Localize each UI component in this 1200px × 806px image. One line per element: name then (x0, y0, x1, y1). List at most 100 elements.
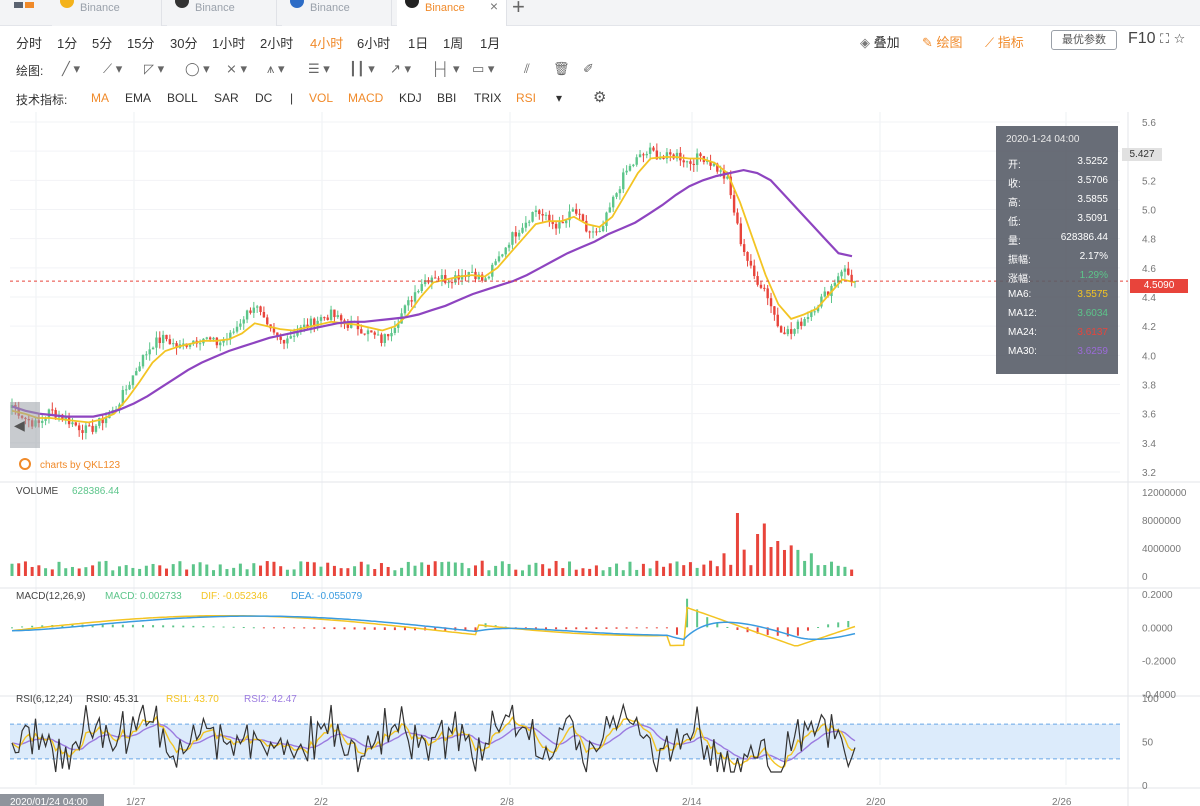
indicator-boll[interactable]: BOLL (167, 91, 198, 105)
channel-tool-icon[interactable]: ◸ ▾ (144, 61, 165, 76)
indicator-button[interactable]: ⟋ 指标 (985, 32, 1024, 51)
line-tool-icon[interactable]: ╱ ▾ (62, 61, 80, 76)
volume-bar (709, 560, 713, 576)
candle-body (249, 310, 252, 313)
period-button[interactable]: 15分 (127, 36, 155, 51)
volume-bar (850, 569, 854, 576)
close-tab-icon[interactable]: × (489, 0, 498, 14)
volume-tick-label: 0 (1142, 572, 1148, 583)
volume-bar (151, 563, 155, 576)
macd-histogram-bar (31, 625, 34, 628)
macd-histogram-bar (414, 627, 417, 631)
more-indicators-icon[interactable]: ▾ (556, 91, 563, 105)
sub-indicator-kdj[interactable]: KDJ (399, 91, 422, 105)
volume-bar (749, 565, 753, 576)
period-button[interactable]: 1周 (443, 36, 464, 51)
exchange-tab-3[interactable]: Binance × (397, 0, 507, 26)
ma30-line (11, 168, 853, 418)
volume-bar (339, 568, 343, 576)
volume-bar (702, 564, 706, 576)
candle-body (239, 323, 242, 327)
rsi-tick-label: 0 (1142, 781, 1148, 792)
apps-icon[interactable] (14, 0, 36, 14)
candle-body (598, 230, 601, 232)
cross-tool-icon[interactable]: ⨯ ▾ (226, 61, 248, 76)
exchange-tab-1[interactable]: Binance (167, 0, 277, 26)
volume-bar (762, 523, 766, 576)
indicator-ma[interactable]: MA (91, 91, 109, 105)
candle-body (219, 342, 222, 346)
exchange-tab-2[interactable]: Binance (282, 0, 392, 26)
gann-tool-icon[interactable]: ┃┃ ▾ (349, 61, 375, 76)
volume-bar (494, 565, 498, 576)
volume-bar (17, 563, 21, 576)
exchange-tab-0[interactable]: Binance (52, 0, 162, 26)
sub-indicator-macd[interactable]: MACD (348, 91, 384, 105)
period-button[interactable]: 1日 (408, 36, 429, 51)
optimal-params-button[interactable]: 最优参数 (1051, 30, 1117, 50)
volume-bar (440, 562, 444, 576)
indicators-label: 技术指标: (16, 93, 68, 107)
macd-histogram-bar (716, 622, 719, 628)
candle-body (675, 152, 679, 159)
pattern-tool-icon[interactable]: ⩚ ▾ (267, 61, 285, 76)
volume-bar (480, 560, 484, 576)
sub-indicator-rsi[interactable]: RSI (516, 91, 537, 105)
volume-bar (91, 565, 95, 576)
candle-body (138, 366, 141, 372)
period-button[interactable]: 2小时 (260, 36, 294, 51)
volume-bar (554, 560, 558, 576)
tooltip-key: 低: (1008, 217, 1021, 228)
add-tab-icon[interactable]: + (512, 0, 525, 19)
bars-tool-icon[interactable]: ⫽ (524, 61, 530, 76)
indicator-label: 指标 (997, 35, 1024, 50)
period-button[interactable]: 1小时 (212, 36, 246, 51)
text-tool-icon[interactable]: ▭ ▾ (472, 61, 495, 76)
candle-body (54, 410, 57, 418)
indicator-dc[interactable]: DC (255, 91, 273, 105)
candle-body (521, 227, 524, 233)
indicator-ema[interactable]: EMA (125, 91, 152, 105)
period-button[interactable]: 6小时 (357, 36, 391, 51)
sub-indicator-trix[interactable]: TRIX (474, 91, 502, 105)
indicator-sar[interactable]: SAR (214, 91, 239, 105)
candle-body (739, 223, 743, 245)
coin-icon (175, 0, 189, 8)
f10-button[interactable]: F10 ⛶ ☆ (1128, 30, 1185, 48)
measure-tool-icon[interactable]: ├┤ ▾ (431, 61, 460, 76)
macd-histogram-bar (464, 627, 467, 631)
volume-bar (10, 563, 14, 576)
overlay-button[interactable]: ◈ 叠加 (860, 32, 900, 51)
period-button[interactable]: 1月 (480, 36, 501, 51)
ellipse-tool-icon[interactable]: ◯ ▾ (185, 61, 210, 76)
price-chart[interactable]: 5.65.45.25.04.84.64.44.24.03.83.63.43.2◀… (0, 112, 1200, 806)
macd-histogram-bar (101, 624, 104, 628)
macd-histogram-bar (383, 627, 386, 630)
volume-bar (299, 561, 303, 576)
sub-indicator-vol[interactable]: VOL (309, 91, 334, 105)
gear-icon[interactable]: ⚙ (593, 89, 607, 106)
candle-body (820, 296, 823, 307)
macd-histogram-bar (212, 626, 215, 628)
eraser-icon[interactable]: ✐ (583, 61, 594, 76)
candle-body (554, 223, 558, 229)
candle-body (840, 271, 843, 277)
fullscreen-icon[interactable]: ⛶ (1160, 31, 1170, 46)
candle-body (252, 307, 256, 313)
draw-button[interactable]: ✎ 绘图 (922, 32, 963, 51)
period-button[interactable]: 4小时 (310, 36, 344, 51)
volume-bar (688, 562, 692, 576)
star-icon[interactable]: ☆ (1173, 31, 1186, 46)
ray-tool-icon[interactable]: ⟋ ▾ (103, 61, 123, 76)
volume-bar (621, 570, 625, 576)
period-button[interactable]: 30分 (170, 36, 198, 51)
candle-body (430, 277, 434, 283)
price-tick-label: 4.2 (1142, 322, 1156, 333)
sub-indicator-bbi[interactable]: BBI (437, 91, 457, 105)
trash-icon[interactable]: 🗑 (553, 61, 570, 76)
fib-tool-icon[interactable]: ☰ ▾ (308, 61, 330, 76)
period-button[interactable]: 5分 (92, 36, 113, 51)
arrow-tool-icon[interactable]: ↗ ▾ (390, 61, 412, 76)
period-button[interactable]: 分时 (16, 36, 43, 51)
period-button[interactable]: 1分 (57, 36, 78, 51)
